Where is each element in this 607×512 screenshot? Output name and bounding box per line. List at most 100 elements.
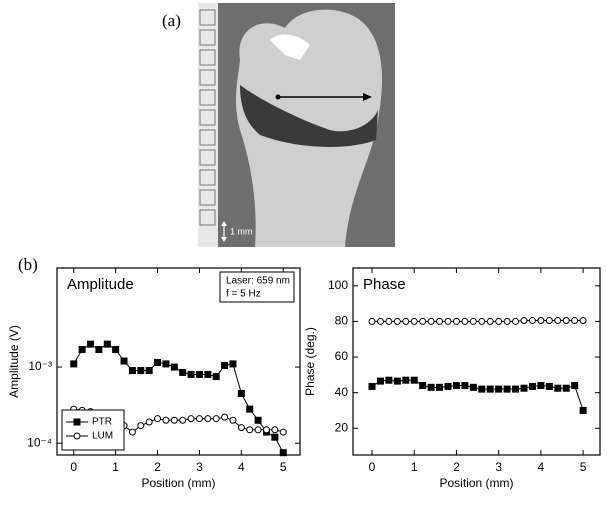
marker — [128, 428, 136, 436]
marker — [128, 367, 136, 375]
marker — [427, 383, 435, 391]
marker — [70, 360, 78, 368]
marker — [436, 317, 444, 325]
marker — [461, 382, 469, 390]
scale-label: 1 mm — [230, 226, 253, 236]
x-tick-label: 4 — [538, 460, 545, 474]
marker — [562, 384, 570, 392]
marker — [410, 376, 418, 384]
plot-frame — [56, 267, 301, 456]
marker — [427, 317, 435, 325]
x-tick-label: 2 — [453, 460, 460, 474]
marker — [254, 416, 262, 424]
marker — [212, 373, 220, 381]
y-tick-label: 100 — [328, 278, 348, 292]
x-axis-label: Position (mm) — [141, 476, 215, 490]
marker — [237, 389, 245, 397]
marker — [478, 385, 486, 393]
marker — [452, 382, 460, 390]
x-axis-label: Position (mm) — [439, 476, 513, 490]
marker — [419, 317, 427, 325]
y-tick-label: 20 — [335, 420, 349, 434]
marker — [410, 317, 418, 325]
marker — [246, 405, 254, 413]
marker — [95, 346, 103, 354]
marker — [512, 317, 520, 325]
marker — [221, 361, 229, 369]
marker — [368, 382, 376, 390]
marker — [187, 415, 195, 423]
x-tick-label: 3 — [196, 460, 203, 474]
marker — [486, 317, 494, 325]
marker — [229, 360, 237, 368]
legend-marker — [73, 432, 81, 440]
x-tick-label: 0 — [70, 460, 77, 474]
annotation: f = 5 Hz — [226, 289, 261, 300]
x-tick-label: 2 — [154, 460, 161, 474]
marker — [528, 317, 536, 325]
panel-label: (b) — [18, 255, 38, 274]
marker — [204, 370, 212, 378]
legend-box — [61, 409, 125, 451]
marker — [368, 317, 376, 325]
marker — [279, 428, 287, 436]
marker — [444, 317, 452, 325]
y-tick-label: 40 — [335, 385, 349, 399]
marker — [137, 422, 145, 430]
marker — [195, 415, 203, 423]
plot-frame — [352, 267, 601, 456]
marker — [579, 406, 587, 414]
marker — [486, 385, 494, 393]
marker — [170, 416, 178, 424]
marker — [554, 384, 562, 392]
marker — [78, 346, 86, 354]
marker — [279, 449, 287, 457]
y-axis-label: Phase (deg.) — [303, 327, 317, 396]
legend-label: PTR — [92, 417, 112, 428]
marker — [103, 340, 111, 348]
marker — [461, 317, 469, 325]
marker — [545, 317, 553, 325]
marker — [271, 426, 279, 434]
y-tick-label: 80 — [335, 314, 349, 328]
marker — [537, 317, 545, 325]
marker — [154, 358, 162, 366]
marker — [162, 416, 170, 424]
legend-label: LUM — [92, 431, 113, 442]
marker — [452, 317, 460, 325]
marker — [376, 317, 384, 325]
marker — [112, 346, 120, 354]
marker — [145, 367, 153, 375]
marker — [444, 382, 452, 390]
y-tick-label: 10⁻⁴ — [27, 435, 52, 449]
x-tick-label: 4 — [238, 460, 245, 474]
y-tick-label: 60 — [335, 349, 349, 363]
marker — [469, 317, 477, 325]
x-tick-label: 5 — [280, 460, 287, 474]
marker — [579, 317, 587, 325]
marker — [271, 433, 279, 441]
marker — [503, 385, 511, 393]
marker — [393, 377, 401, 385]
x-tick-label: 1 — [112, 460, 119, 474]
marker — [237, 424, 245, 432]
marker — [393, 317, 401, 325]
y-axis-label: Amplitude (V) — [7, 325, 21, 398]
marker — [495, 317, 503, 325]
marker — [376, 377, 384, 385]
marker — [402, 376, 410, 384]
marker — [512, 385, 520, 393]
photo: 1 mm — [198, 3, 395, 248]
marker — [385, 376, 393, 384]
marker — [571, 317, 579, 325]
marker — [120, 357, 128, 365]
marker — [402, 317, 410, 325]
panel-label: (a) — [162, 11, 181, 30]
legend-marker — [73, 418, 81, 426]
marker — [170, 363, 178, 371]
x-tick-label: 5 — [580, 460, 587, 474]
marker — [154, 415, 162, 423]
marker — [469, 383, 477, 391]
marker — [254, 426, 262, 434]
marker — [246, 426, 254, 434]
